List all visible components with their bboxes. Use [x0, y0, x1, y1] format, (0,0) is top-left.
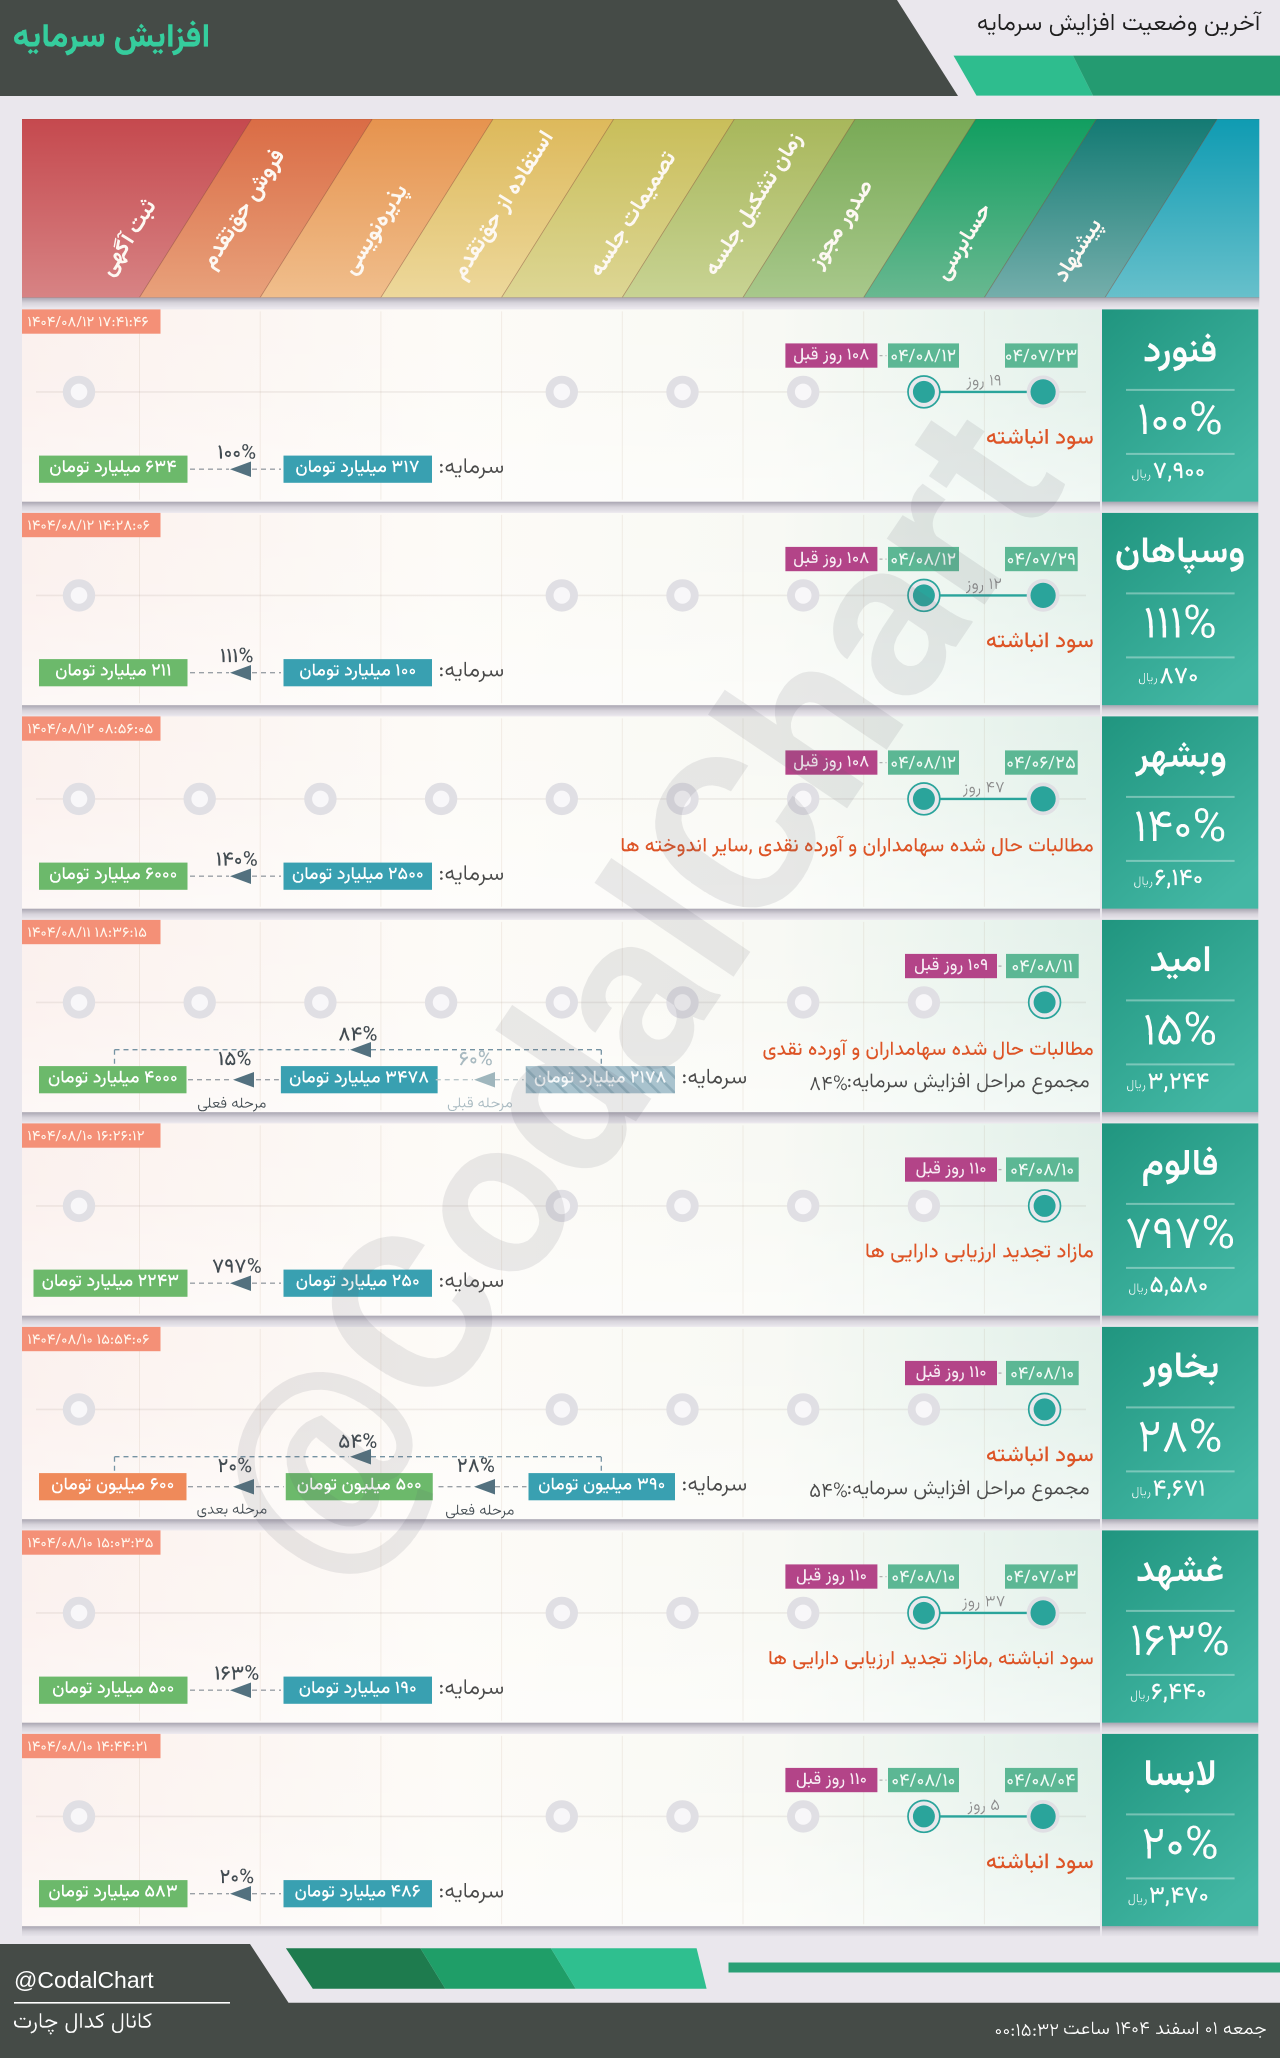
svg-text:@CodalChart: @CodalChart	[14, 1967, 154, 1993]
